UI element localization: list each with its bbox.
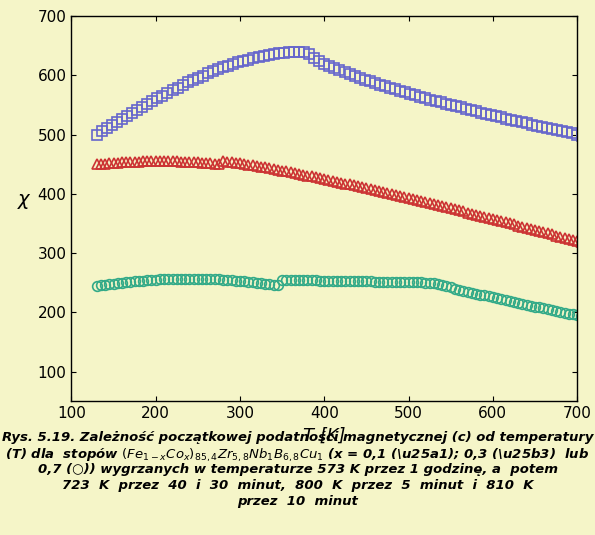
Text: 723  K  przez  40  i  30  minut,  800  K  przez  5  minut  i  810  K: 723 K przez 40 i 30 minut, 800 K przez 5… <box>62 479 533 492</box>
Text: 0,7 (○)) wygrzanych w temperaturze 573 K przez 1 godzinę, a  potem: 0,7 (○)) wygrzanych w temperaturze 573 K… <box>37 463 558 476</box>
Text: Rys. 5.19. Zależność początkowej podatności magnetycznej (c) od temperatury: Rys. 5.19. Zależność początkowej podatno… <box>2 431 593 444</box>
X-axis label: T [K]: T [K] <box>303 427 346 445</box>
Text: przez  10  minut: przez 10 minut <box>237 495 358 508</box>
Y-axis label: χ: χ <box>18 189 29 209</box>
Text: (T) dla  stopów $(Fe_{1-x}Co_x)_{85,4}Zr_{5,8}Nb_1B_{6,8}Cu_1$ (x = 0,1 (\u25a1): (T) dla stopów $(Fe_{1-x}Co_x)_{85,4}Zr_… <box>5 447 590 464</box>
